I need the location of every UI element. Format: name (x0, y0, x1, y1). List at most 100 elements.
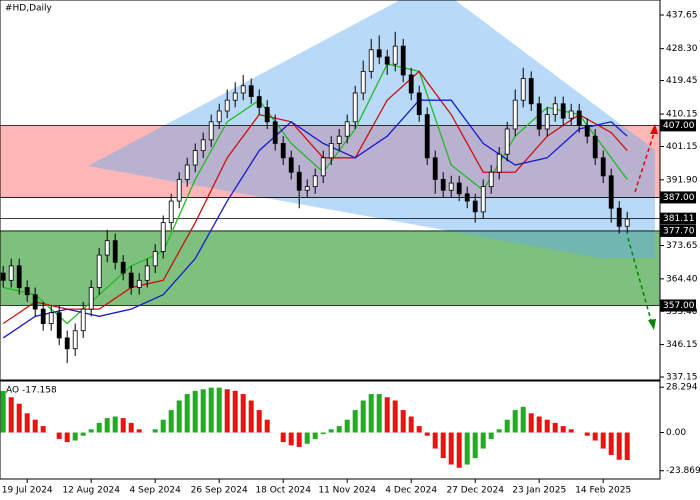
ao-bar (224, 389, 230, 433)
ao-bar (240, 394, 246, 433)
candle-body (240, 85, 246, 94)
level-label-box (660, 224, 696, 237)
ao-bar (160, 419, 166, 433)
candle-body (504, 128, 510, 155)
candle-body (184, 164, 190, 180)
level-label: 407.00 (663, 121, 695, 131)
candle-body (448, 182, 454, 191)
candle-body (128, 272, 134, 288)
ao-bar (432, 432, 438, 449)
ao-bar (64, 432, 70, 443)
ao-tick-label: -23.869 (666, 466, 700, 476)
ao-bar (120, 418, 126, 433)
ao-bar (232, 390, 238, 433)
candle-body (544, 114, 550, 130)
ao-bar (544, 419, 550, 433)
ao-bar (280, 432, 286, 443)
moving-average (2, 99, 628, 339)
y-tick-label: 355.40 (666, 307, 698, 317)
ao-bar (32, 419, 38, 433)
ao-bar (456, 432, 462, 468)
candle-body (64, 337, 70, 350)
ao-bar (464, 432, 470, 465)
candle-body (520, 78, 526, 101)
candle-body (328, 143, 334, 159)
candle-body (48, 312, 54, 324)
ao-bar (104, 418, 110, 433)
candle-body (304, 186, 310, 191)
y-tick-label: 373.65 (666, 241, 698, 251)
ao-bar (496, 429, 502, 433)
ao-bar (184, 394, 190, 433)
x-tick-label: 23 Jan 2025 (512, 486, 566, 496)
candle-body (0, 272, 6, 281)
candle-body (608, 175, 614, 209)
ao-bar (72, 432, 78, 441)
candle-body (344, 121, 350, 137)
main-frame (0, 0, 661, 381)
ao-bar (560, 426, 566, 433)
ao-bar (56, 432, 62, 439)
candle-body (592, 135, 598, 159)
y-tick-label: 346.15 (666, 340, 698, 350)
candle-body (152, 251, 158, 267)
ao-bar (24, 413, 30, 433)
ao-bar (80, 432, 86, 436)
candle-body (312, 175, 318, 188)
candle-body (80, 308, 86, 332)
ao-bar (344, 419, 350, 433)
ao-frame (0, 380, 661, 480)
candle-body (32, 294, 38, 310)
candle-body (96, 254, 102, 288)
candle-body (624, 218, 630, 227)
ao-bar (336, 426, 342, 433)
y-tick-label: 428.30 (666, 44, 698, 54)
ao-bar (384, 397, 390, 433)
ao-bar (392, 400, 398, 433)
level-label: 377.70 (663, 226, 695, 236)
x-tick-label: 14 Feb 2025 (575, 486, 631, 496)
candle-body (72, 330, 78, 350)
ao-bar (208, 387, 214, 433)
candle-body (352, 92, 358, 123)
ao-bar (192, 390, 198, 433)
level-label-box (660, 299, 696, 312)
zone (0, 125, 660, 198)
ao-bar (624, 432, 630, 460)
y-tick-label: 337.15 (666, 373, 698, 383)
ao-bar (368, 394, 374, 433)
level-label-box (660, 212, 696, 225)
candle-body (320, 157, 326, 177)
ao-bar (504, 419, 510, 433)
ao-bar (480, 432, 486, 449)
y-tick-label: 391.90 (666, 175, 698, 185)
candle-body (224, 99, 230, 112)
candle-body (416, 92, 422, 115)
ao-bar (600, 432, 606, 449)
candle-body (272, 121, 278, 144)
candle-body (456, 182, 462, 195)
candle-body (424, 114, 430, 159)
x-tick-label: 18 Oct 2024 (255, 486, 311, 496)
chart-title: #HD,Daily (5, 4, 53, 14)
ao-bar (96, 422, 102, 433)
ao-bar (360, 400, 366, 433)
arrow-head (648, 319, 656, 330)
ao-bar (40, 426, 46, 433)
candle-body (408, 74, 414, 94)
candle-body (216, 110, 222, 123)
ao-bar (424, 432, 430, 436)
candle-body (392, 45, 398, 65)
ao-bar (304, 432, 310, 444)
candle-body (496, 153, 502, 173)
candle-body (472, 200, 478, 213)
ao-bar (552, 422, 558, 433)
candle-body (176, 179, 182, 202)
x-tick-label: 12 Aug 2024 (62, 486, 120, 496)
x-tick-label: 4 Sep 2024 (130, 486, 182, 496)
candle-body (232, 92, 238, 101)
ao-bar (352, 410, 358, 433)
ao-bar (8, 397, 14, 433)
candle-body (576, 110, 582, 126)
